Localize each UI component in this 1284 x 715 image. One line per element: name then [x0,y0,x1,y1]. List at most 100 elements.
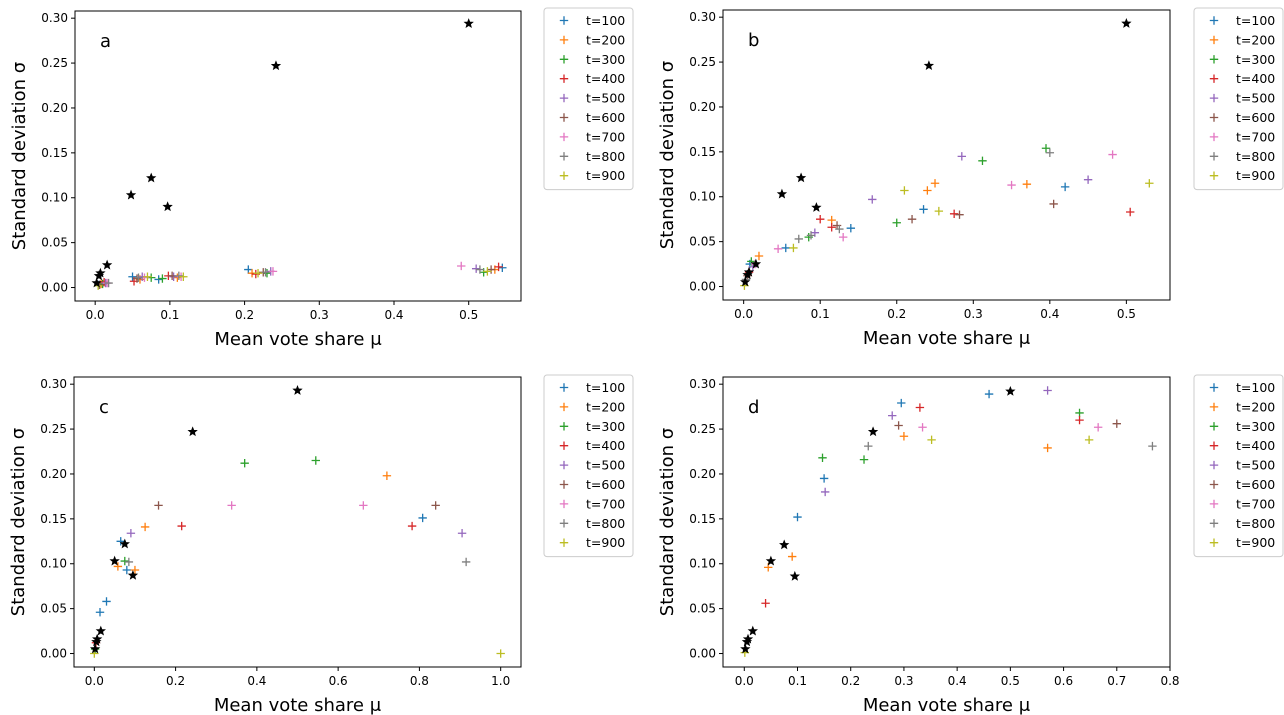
data-point [102,597,111,606]
y-tick-label: 0.00 [689,280,716,294]
legend-marker [1209,480,1219,489]
y-axis-label: Standard deviation σ [8,428,29,616]
data-point [955,210,964,219]
legend-box [1193,374,1284,558]
data-point [949,209,959,219]
y-tick-label: 0.25 [40,422,67,436]
data-point [754,251,764,261]
legend-label: t=700 [586,129,625,144]
data-point [820,487,830,497]
legend-marker [1209,519,1219,528]
data-point [918,423,927,432]
legend-label: t=300 [586,419,625,434]
legend-marker [1209,113,1219,122]
y-tick-label: 0.15 [689,512,716,526]
legend-marker [559,35,569,45]
legend-label: t=100 [586,13,625,28]
data-point [143,272,152,281]
x-tick-label: 0.0 [735,674,754,688]
legend-label: t=900 [1236,168,1275,183]
y-tick-label: 0.20 [689,467,716,481]
x-tick-label: 0.3 [894,674,913,688]
data-point [124,557,134,567]
legend-label: t=700 [1236,496,1275,511]
star-point [776,188,788,199]
data-point [1083,175,1093,184]
legend-marker [1209,383,1219,392]
data-point [899,432,909,441]
legend-marker [1209,171,1219,180]
star-point [779,539,790,550]
panel-c: 0.0 0.2 0.4 0.6 0.8 1.0 0.00 0.05 0.10 0.15 0.20 0.… [8,374,634,715]
star-point [795,172,807,183]
x-tick-label: 0.5 [459,308,478,322]
star-point [101,259,113,270]
legend-marker [559,460,569,470]
data-point [919,205,928,214]
legend-label: t=100 [1236,380,1275,395]
legend-marker [559,441,569,450]
data-point [1007,180,1016,190]
data-point [915,403,925,412]
x-tick-label: 0.6 [329,674,348,688]
data-point [1093,423,1103,432]
data-point [868,195,877,204]
data-point [864,441,873,451]
y-tick-label: 0.10 [689,190,716,204]
x-tick-label: 0.4 [948,674,967,688]
legend-label: t=300 [586,52,625,67]
data-point [934,206,944,216]
data-point [1049,199,1058,209]
star-point [270,60,282,71]
star-point [765,555,777,566]
y-tick-label: 0.20 [41,101,68,115]
y-tick-label: 0.00 [41,281,68,295]
data-point [927,435,936,445]
x-tick-label: 0.2 [166,674,185,688]
x-tick-label: 0.4 [1040,307,1059,321]
data-point [179,272,188,281]
x-tick-label: 0.2 [235,308,254,322]
data-point [923,186,932,195]
star-point [789,570,800,581]
legend-marker [1209,74,1219,83]
legend-label: t=200 [586,32,625,47]
legend-label: t=400 [1236,71,1275,86]
legend-marker [559,499,569,509]
y-axis-label: Standard deviation σ [657,61,678,249]
data-point [471,264,481,273]
star-point [127,570,139,580]
star-point [91,277,102,288]
panel-letter: a [100,31,111,52]
x-tick-label: 0.0 [734,307,753,321]
legend-box [1193,7,1284,191]
legend-label: t=200 [586,399,625,414]
x-tick-label: 0.5 [1001,674,1020,688]
star-point [146,172,157,183]
legend: t=100 t=200 t=300 t=400 t=500 t=600 t=700 t=800… [543,7,634,191]
legend-marker [1209,499,1219,509]
legend-label: t=900 [586,535,625,550]
y-tick-label: 0.05 [689,602,716,616]
data-point [132,274,142,283]
data-point [122,565,132,575]
star-point [740,276,751,287]
data-point [835,224,844,234]
legend: t=100 t=200 t=300 t=400 t=500 t=600 t=700 t=800… [543,374,634,558]
legend-marker [559,152,569,161]
panel-a: 0.0 0.1 0.2 0.3 0.4 0.5 0.00 0.05 0.10 0.15 0.20 0.… [9,7,634,350]
x-axis-label: Mean vote share μ [863,695,1031,715]
legend-marker [1209,402,1219,412]
legend-marker [559,383,569,392]
data-point [761,599,770,608]
data-point [169,272,178,281]
x-tick-label: 0.1 [788,674,807,688]
data-point [120,556,129,566]
data-point [827,223,836,232]
star-point [740,643,751,654]
legend-label: t=500 [1236,458,1275,473]
data-point [494,262,503,272]
star-point [1005,385,1016,396]
star-point [742,633,754,644]
legend-label: t=800 [1236,149,1275,164]
